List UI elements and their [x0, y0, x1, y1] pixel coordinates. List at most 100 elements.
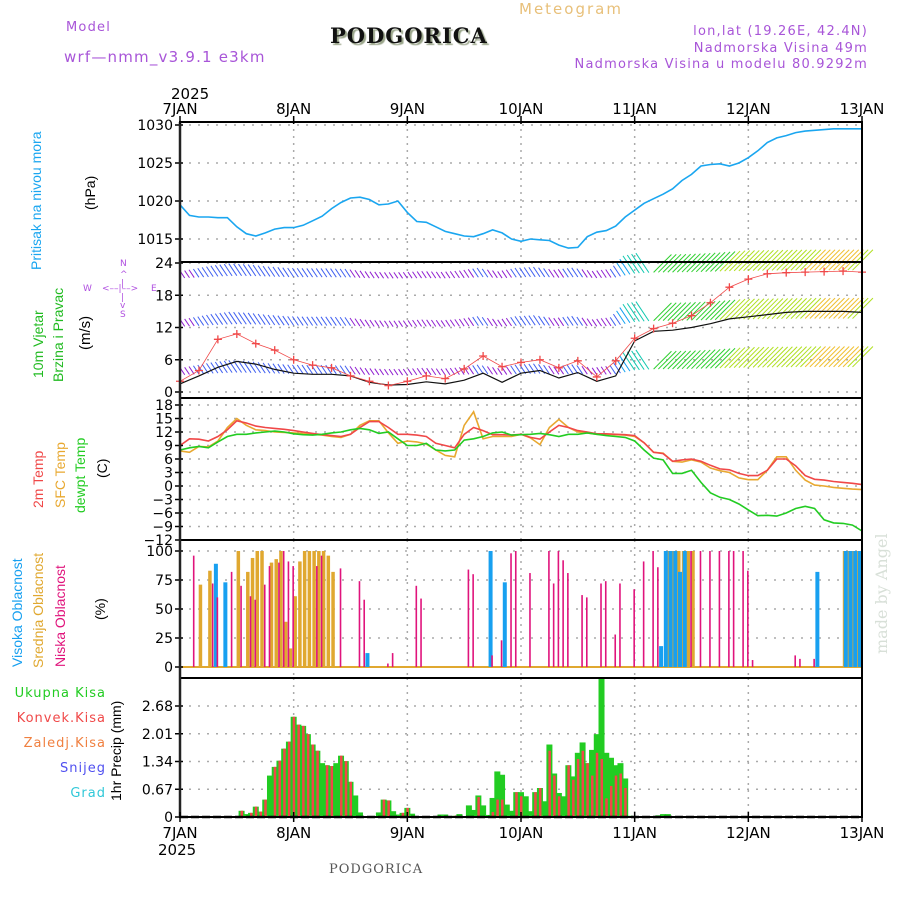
cloud-bar	[467, 569, 470, 667]
precip-conv-bar	[287, 741, 291, 817]
wind-barb	[301, 364, 309, 375]
precip-total-bar	[409, 813, 416, 817]
wind-barb	[548, 317, 555, 327]
wind-barb	[705, 348, 726, 369]
wind-barb	[538, 315, 546, 326]
precip-conv-bar	[501, 799, 504, 817]
precip-total-bar	[333, 763, 340, 817]
wind-barb	[533, 266, 541, 278]
x-tick-label-top: 10JAN	[499, 100, 544, 118]
wind-barb	[349, 269, 356, 278]
wind-barb	[431, 368, 437, 376]
wind-barb	[800, 346, 822, 368]
wind-barb	[548, 268, 555, 278]
precip-total-bar	[352, 795, 359, 817]
precip-conv-bar	[401, 812, 405, 817]
cloud-bar	[500, 640, 503, 667]
precip-conv-bar	[624, 788, 627, 817]
y-tick-label: 1030	[137, 118, 173, 134]
cloud-bar	[254, 599, 257, 667]
wind-barb	[576, 268, 583, 278]
year-label-bottom: 2025	[158, 841, 196, 859]
wind-barb	[672, 253, 691, 273]
wind-barb	[359, 367, 366, 375]
cloud-bar	[287, 561, 290, 667]
wind-barb	[330, 268, 337, 278]
y-tick-label: 3	[164, 466, 173, 482]
wind-barb	[497, 367, 503, 376]
wind-barb	[510, 365, 517, 375]
wind-barb	[790, 249, 812, 271]
precip-conv-bar	[538, 788, 542, 817]
wind-barb	[591, 270, 598, 279]
y-tick-label: 12	[155, 425, 173, 441]
dewpt-line	[179, 427, 863, 532]
wind-barb	[653, 254, 672, 273]
wind-barb	[257, 313, 266, 325]
precip-conv-bar	[609, 785, 613, 817]
wind-barb	[467, 365, 475, 375]
wind-barb	[501, 367, 508, 375]
wind-barb	[272, 315, 280, 326]
wind-barb	[626, 351, 640, 371]
page-title: PODGORICA	[330, 23, 488, 48]
wind-barb	[514, 316, 522, 326]
wind-barb	[287, 316, 295, 326]
wind-barb	[622, 255, 636, 274]
wind-barb	[619, 307, 631, 324]
wind-barb	[219, 264, 228, 277]
cloud-bar	[208, 570, 212, 667]
cloud-bar	[799, 658, 801, 667]
precip-total-bar	[664, 814, 671, 817]
wind-barb	[369, 271, 375, 279]
wind-barb	[804, 297, 826, 319]
wind-barb	[800, 297, 822, 319]
y-tick-label: 15	[155, 412, 173, 428]
wind-barb	[214, 313, 224, 325]
wind-barb	[676, 253, 696, 273]
wind-barb	[528, 266, 536, 278]
wind-barb	[714, 299, 736, 321]
wind-barb	[553, 366, 560, 375]
wind-barb	[223, 312, 233, 325]
compass-e: E	[151, 284, 157, 294]
cloud-bar	[283, 621, 288, 667]
wind-barb	[600, 318, 607, 327]
wind-barb	[519, 267, 527, 278]
wind-barb	[481, 268, 489, 278]
wind-barb	[476, 316, 484, 326]
wind-barb	[369, 319, 375, 327]
wind-barb	[566, 316, 574, 326]
cloud-bar	[673, 551, 678, 667]
wind-barb	[804, 249, 826, 271]
wind-barb	[747, 298, 770, 320]
wind-barb	[738, 298, 760, 320]
wind-barb	[344, 365, 351, 375]
wind-barb	[445, 271, 451, 279]
compass-icon: N ^ | W <––|––> E | v S	[83, 259, 157, 320]
wind-barb	[374, 320, 380, 327]
cloud-bar	[567, 573, 569, 667]
wind-barb	[672, 350, 691, 370]
wind-barb	[700, 300, 721, 321]
wind-barb	[431, 271, 437, 279]
cloud-bar	[320, 555, 323, 667]
precip-conv-bar	[586, 763, 589, 817]
wind-barb	[538, 267, 546, 278]
wind-barb	[296, 364, 304, 375]
wind-barb	[334, 316, 342, 326]
precip-conv-bar	[297, 724, 300, 817]
precip-total-bar	[319, 763, 326, 817]
cloud-bar	[510, 553, 512, 667]
cloud-bar	[246, 571, 250, 667]
wind-barb	[306, 364, 314, 375]
wind-barb	[497, 319, 503, 327]
wind-barb	[296, 267, 304, 278]
wind-barb	[272, 363, 280, 374]
wind-barb	[262, 362, 271, 374]
wind-barb	[188, 269, 195, 278]
wind-barb	[252, 313, 261, 325]
wind-barb	[581, 269, 588, 278]
y-tick-label: 0	[164, 479, 173, 495]
wind-barb	[635, 301, 650, 322]
